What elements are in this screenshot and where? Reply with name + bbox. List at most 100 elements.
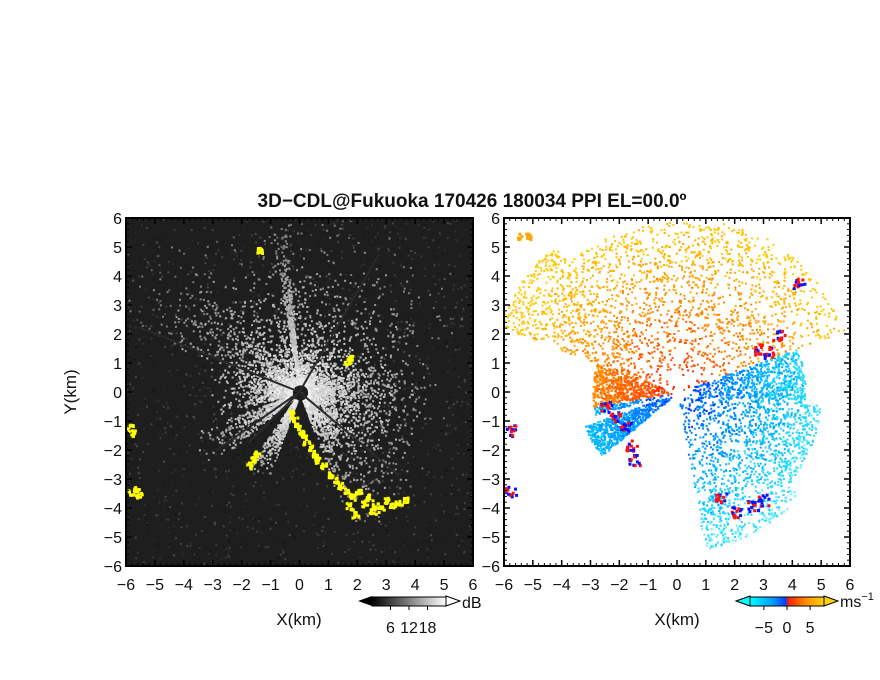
noise-pixel	[138, 471, 141, 474]
intensity-beam-pixel	[313, 385, 316, 388]
noise-pixel	[202, 347, 205, 350]
intensity-beam-pixel	[278, 351, 281, 354]
intensity-beam-pixel	[297, 336, 300, 339]
intensity-beam-pixel	[233, 439, 236, 442]
intensity-beam-pixel	[429, 293, 432, 296]
noise-pixel	[176, 415, 179, 418]
intensity-beam-pixel	[173, 342, 176, 345]
intensity-beam-pixel	[244, 420, 247, 423]
intensity-beam-pixel	[140, 321, 143, 324]
noise-pixel	[405, 406, 408, 409]
intensity-beam-pixel	[279, 353, 282, 356]
noise-pixel	[437, 263, 440, 266]
intensity-beam-pixel	[278, 389, 281, 392]
noise-pixel	[185, 525, 188, 528]
intensity-beam-pixel	[301, 357, 304, 360]
noise-pixel	[137, 466, 140, 469]
intensity-beam-pixel	[315, 351, 318, 354]
intensity-beam-pixel	[321, 337, 324, 340]
noise-pixel	[210, 505, 213, 508]
intensity-beam-pixel	[193, 315, 196, 318]
noise-pixel	[325, 275, 328, 278]
intensity-beam-pixel	[238, 421, 241, 424]
noise-pixel	[424, 487, 427, 490]
noise-pixel	[419, 296, 422, 299]
intensity-beam-pixel	[238, 419, 241, 422]
intensity-beam-pixel	[307, 378, 310, 381]
intensity-beam-pixel	[265, 319, 268, 322]
intensity-beam-pixel	[210, 272, 213, 275]
noise-pixel	[235, 379, 238, 382]
intensity-beam-pixel	[320, 370, 323, 373]
noise-pixel	[397, 558, 400, 561]
noise-pixel	[166, 402, 169, 405]
intensity-beam-pixel	[316, 369, 319, 372]
intensity-beam-pixel	[301, 352, 304, 355]
noise-pixel	[189, 545, 192, 548]
intensity-beam-pixel	[276, 385, 279, 388]
noise-pixel	[198, 372, 201, 375]
noise-pixel	[205, 256, 208, 259]
noise-pixel	[452, 288, 455, 291]
noise-pixel	[428, 363, 431, 366]
noise-pixel	[165, 280, 168, 283]
intensity-beam-pixel	[257, 458, 260, 461]
noise-pixel	[390, 425, 393, 428]
intensity-beam-pixel	[274, 366, 277, 369]
noise-pixel	[138, 362, 141, 365]
intensity-beam-pixel	[303, 367, 306, 370]
intensity-beam-pixel	[301, 350, 304, 353]
intensity-beam-pixel	[219, 377, 222, 380]
intensity-beam-pixel	[282, 381, 285, 384]
noise-pixel	[167, 271, 170, 274]
intensity-beam-pixel	[336, 234, 339, 237]
noise-pixel	[394, 223, 397, 226]
intensity-beam-pixel	[246, 412, 249, 415]
intensity-beam-pixel	[310, 328, 313, 331]
intensity-beam-pixel	[241, 356, 244, 359]
noise-pixel	[230, 431, 233, 434]
intensity-beam-pixel	[301, 367, 304, 370]
intensity-beam-pixel	[223, 404, 226, 407]
noise-pixel	[436, 463, 439, 466]
intensity-beam-pixel	[362, 359, 365, 362]
intensity-beam-pixel	[364, 345, 367, 348]
intensity-beam-pixel	[233, 387, 236, 390]
noise-pixel	[429, 493, 432, 496]
noise-pixel	[387, 430, 390, 433]
intensity-beam-pixel	[241, 353, 244, 356]
noise-pixel	[227, 553, 230, 556]
noise-pixel	[454, 348, 457, 351]
noise-pixel	[189, 318, 192, 321]
noise-pixel	[293, 230, 296, 233]
noise-pixel	[351, 427, 354, 430]
intensity-beam-pixel	[280, 432, 283, 435]
noise-pixel	[274, 271, 277, 274]
intensity-beam-pixel	[403, 287, 406, 290]
intensity-beam-pixel	[253, 286, 256, 289]
intensity-beam-pixel	[244, 349, 247, 352]
intensity-beam-pixel	[258, 361, 261, 364]
noise-pixel	[203, 515, 206, 518]
intensity-beam-pixel	[132, 279, 135, 282]
noise-pixel	[145, 226, 148, 229]
noise-pixel	[287, 520, 290, 523]
noise-pixel	[159, 417, 162, 420]
intensity-beam-pixel	[246, 401, 249, 404]
intensity-beam-pixel	[257, 417, 260, 420]
noise-pixel	[156, 330, 159, 333]
noise-pixel	[288, 533, 291, 536]
intensity-beam-pixel	[339, 315, 342, 318]
noise-pixel	[232, 494, 235, 497]
noise-pixel	[469, 529, 472, 532]
noise-pixel	[218, 369, 221, 372]
intensity-beam-pixel	[290, 345, 293, 348]
intensity-beam-pixel	[373, 284, 376, 287]
intensity-beam-pixel	[287, 365, 290, 368]
intensity-beam-pixel	[233, 446, 236, 449]
intensity-beam-pixel	[244, 435, 247, 438]
noise-pixel	[399, 455, 402, 458]
intensity-beam-pixel	[240, 316, 243, 319]
intensity-beam-pixel	[381, 293, 384, 296]
noise-pixel	[332, 260, 335, 263]
